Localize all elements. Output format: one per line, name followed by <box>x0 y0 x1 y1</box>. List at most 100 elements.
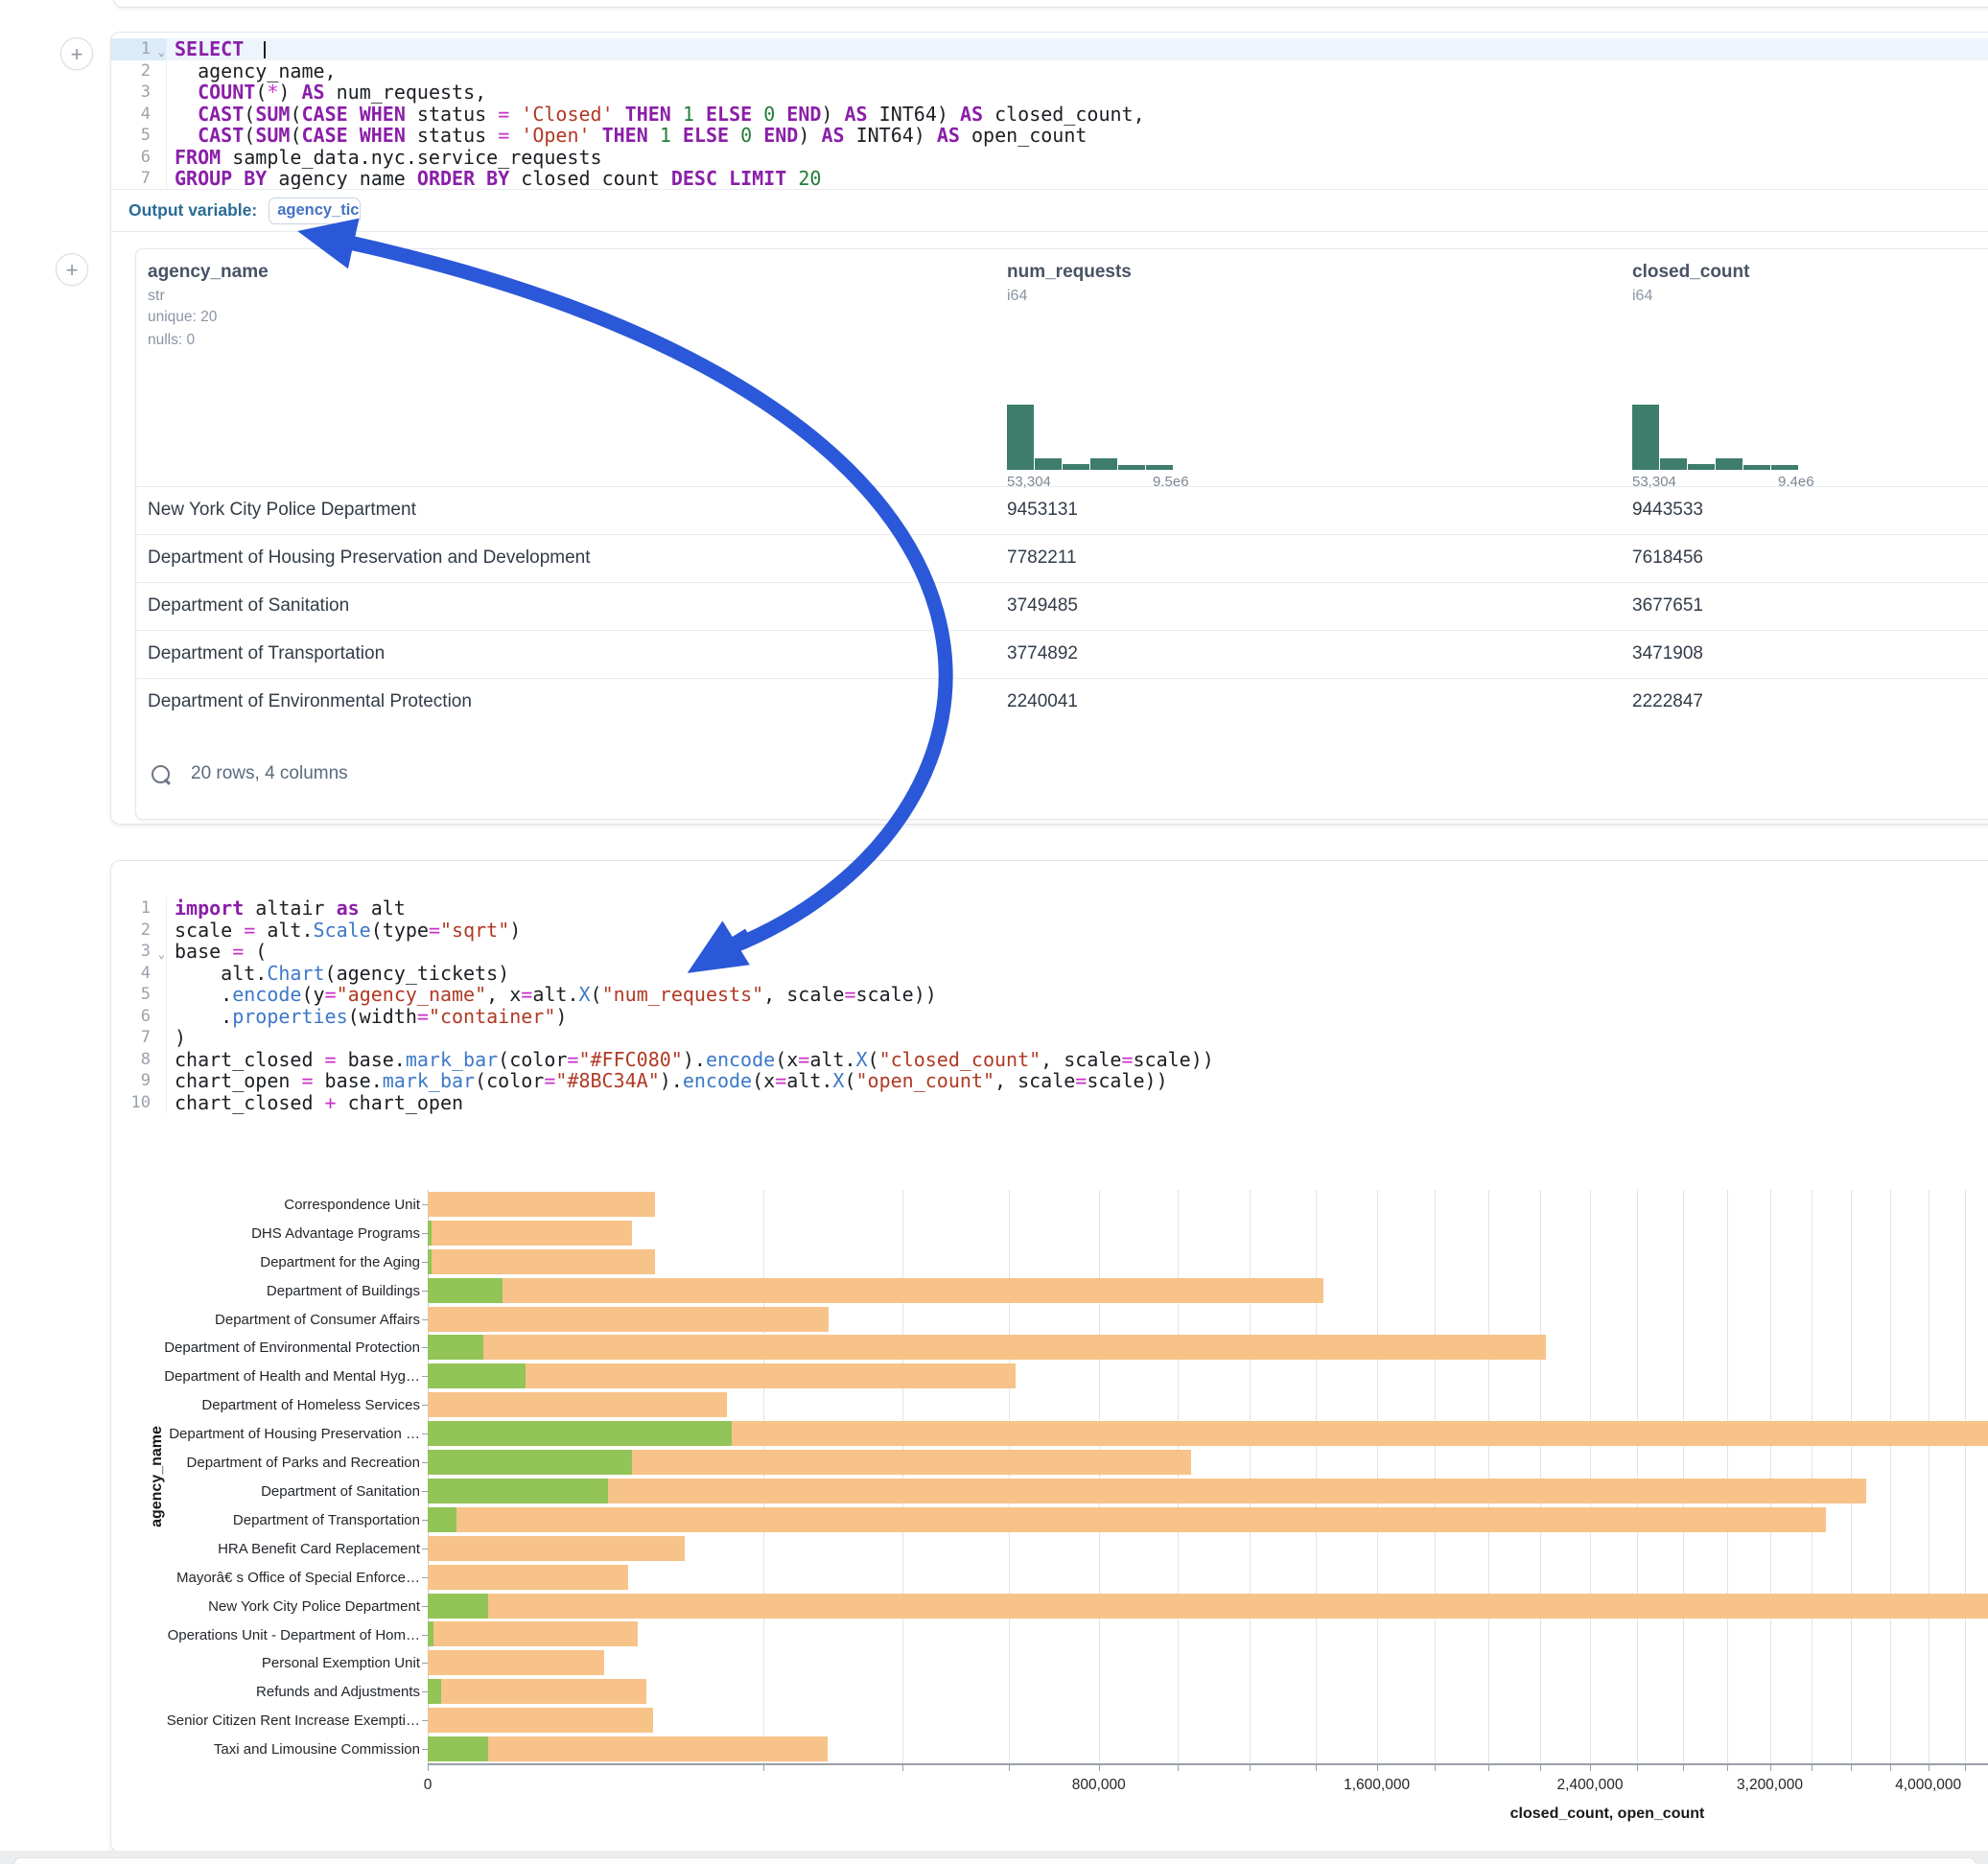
code-line[interactable]: 7GROUP BY agency_name ORDER BY closed_co… <box>111 168 1988 190</box>
x-tick <box>1540 1765 1541 1771</box>
line-number: 7 <box>111 168 167 190</box>
y-tick <box>422 1635 428 1636</box>
column-header[interactable]: closed_count <box>1632 262 1749 283</box>
bar-open-count <box>428 1450 632 1475</box>
column-type: str <box>148 288 165 305</box>
bar-open-count <box>428 1736 488 1761</box>
add-cell-button-top[interactable]: + <box>60 37 93 70</box>
gridline <box>1683 1190 1684 1763</box>
bar-closed-count <box>428 1392 727 1417</box>
code-line[interactable]: 5 CAST(SUM(CASE WHEN status = 'Open' THE… <box>111 125 1988 147</box>
x-tick <box>1250 1765 1251 1771</box>
y-tick <box>422 1749 428 1750</box>
bar-closed-count <box>428 1708 653 1733</box>
code-line[interactable]: 6FROM sample_data.nyc.service_requests <box>111 147 1988 169</box>
table-cell: 2222847 <box>1632 691 1703 712</box>
x-axis-tick-label: 0 <box>424 1777 433 1794</box>
code-line[interactable]: 4 CAST(SUM(CASE WHEN status = 'Closed' T… <box>111 104 1988 126</box>
x-tick <box>1488 1765 1489 1771</box>
y-axis-label: Senior Citizen Rent Increase Exempti… <box>132 1712 420 1730</box>
y-axis-label: Department of Buildings <box>132 1282 420 1300</box>
y-tick <box>422 1291 428 1292</box>
y-axis-line <box>428 1190 429 1763</box>
y-axis-label: DHS Advantage Programs <box>132 1224 420 1243</box>
column-header[interactable]: num_requests <box>1007 262 1132 283</box>
search-icon[interactable] <box>152 765 170 783</box>
code-line[interactable]: 2 agency_name, <box>111 60 1988 82</box>
table-cell: 7618456 <box>1632 548 1703 569</box>
y-tick <box>422 1520 428 1521</box>
table-cell: 7782211 <box>1007 548 1077 569</box>
bar-open-count <box>428 1221 432 1246</box>
x-tick <box>902 1765 903 1771</box>
table-cell: 3774892 <box>1007 643 1078 664</box>
output-variable-label: Output variable: <box>129 200 257 221</box>
histogram-bar <box>1660 458 1687 470</box>
gridline <box>1812 1190 1813 1763</box>
add-cell-button-output[interactable]: + <box>56 253 88 286</box>
gridline <box>1178 1190 1179 1763</box>
column-type: i64 <box>1007 288 1027 305</box>
x-tick <box>1770 1765 1771 1771</box>
table-row[interactable]: Department of Sanitation37494853677651 <box>136 582 1988 630</box>
column-header[interactable]: agency_name <box>148 262 269 283</box>
table-cell: 3471908 <box>1632 643 1703 664</box>
y-tick <box>422 1720 428 1721</box>
gridline <box>1851 1190 1852 1763</box>
y-tick <box>422 1319 428 1320</box>
y-axis-label: Department of Consumer Affairs <box>132 1311 420 1329</box>
bar-closed-count <box>428 1536 685 1561</box>
gridline <box>1250 1190 1251 1763</box>
y-axis-label: Operations Unit - Department of Hom… <box>132 1626 420 1644</box>
table-row[interactable]: Department of Transportation377489234719… <box>136 630 1988 678</box>
y-tick <box>422 1376 428 1377</box>
gridline <box>763 1190 764 1763</box>
bar-closed-count <box>428 1479 1866 1503</box>
bar-closed-count <box>428 1507 1826 1532</box>
result-table-footer: 20 rows, 4 columns <box>136 751 1988 797</box>
gridline <box>1540 1190 1541 1763</box>
x-tick <box>1965 1765 1966 1771</box>
y-axis-label: Department of Health and Mental Hyg… <box>132 1367 420 1386</box>
column-type: i64 <box>1632 288 1652 305</box>
y-axis-label: Department of Parks and Recreation <box>132 1454 420 1472</box>
gridline <box>1890 1190 1891 1763</box>
sql-code-editor[interactable]: 1⌄SELECT 2 agency_name,3 COUNT(*) AS num… <box>111 33 1988 190</box>
result-table: agency_namestrunique: 20nulls: 0num_requ… <box>135 248 1988 820</box>
y-tick <box>422 1262 428 1263</box>
bar-open-count <box>428 1621 433 1646</box>
code-line[interactable]: 1⌄SELECT <box>111 38 1988 60</box>
y-tick <box>422 1405 428 1406</box>
histogram-bar <box>1632 405 1659 470</box>
x-tick <box>1377 1765 1378 1771</box>
gridline <box>902 1190 903 1763</box>
x-axis-tick-label: 2,400,000 <box>1557 1777 1624 1794</box>
line-number: 3 <box>111 82 167 104</box>
chart-plot-area <box>428 1190 1988 1763</box>
histogram-bar <box>1771 465 1798 470</box>
line-number: 6 <box>111 147 167 169</box>
bar-open-count <box>428 1507 456 1532</box>
y-axis-label: Department of Sanitation <box>132 1482 420 1501</box>
histogram-bar <box>1146 465 1173 470</box>
table-row[interactable]: Department of Environmental Protection22… <box>136 678 1988 726</box>
y-axis-title: agency_name <box>149 1426 166 1527</box>
y-tick <box>422 1233 428 1234</box>
table-row[interactable]: New York City Police Department945313194… <box>136 486 1988 534</box>
y-tick <box>422 1577 428 1578</box>
table-row[interactable]: Department of Housing Preservation and D… <box>136 534 1988 582</box>
y-tick <box>422 1606 428 1607</box>
code-line[interactable]: 3 COUNT(*) AS num_requests, <box>111 82 1988 104</box>
bar-closed-count <box>428 1679 646 1704</box>
y-axis-label: Taxi and Limousine Commission <box>132 1740 420 1759</box>
y-tick <box>422 1663 428 1664</box>
y-axis-label: New York City Police Department <box>132 1597 420 1616</box>
x-tick <box>1851 1765 1852 1771</box>
bar-open-count <box>428 1278 503 1303</box>
y-axis-label: Department of Environmental Protection <box>132 1339 420 1357</box>
line-number: 4 <box>111 104 167 126</box>
gridline <box>1590 1190 1591 1763</box>
output-variable-chip[interactable]: agency_tickets <box>269 198 361 224</box>
bar-closed-count <box>428 1335 1546 1360</box>
bar-closed-count <box>428 1650 604 1675</box>
